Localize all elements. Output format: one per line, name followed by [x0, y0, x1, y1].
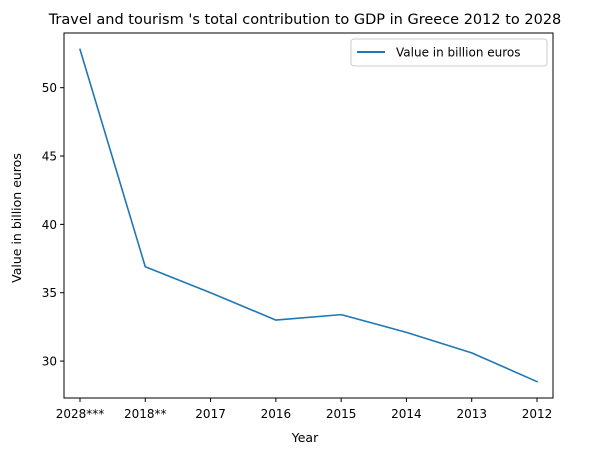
series-line	[79, 48, 539, 383]
plot-area	[63, 32, 554, 399]
x-tick-label: 2017	[195, 407, 226, 421]
data-point	[470, 351, 473, 354]
x-tick-label: 2012	[522, 407, 553, 421]
data-point	[405, 331, 408, 334]
data-point	[209, 291, 212, 294]
legend-label: Value in billion euros	[396, 46, 521, 60]
y-axis: 30 35 40 45 50	[42, 81, 64, 369]
y-tick-label: 45	[42, 150, 57, 164]
x-axis-label: Year	[291, 430, 319, 445]
legend-box	[350, 38, 548, 67]
x-tick-label: 2013	[456, 407, 487, 421]
x-axis: 2028*** 2018** 2017 2016 2015 2014 2013 2012	[56, 398, 553, 421]
legend: Value in billion euros	[350, 38, 548, 67]
data-point	[340, 313, 343, 316]
x-tick-label: 2018**	[124, 407, 167, 421]
x-tick-label: 2016	[261, 407, 292, 421]
y-axis-label: Value in billion euros	[9, 153, 24, 283]
data-point	[535, 380, 538, 383]
data-point	[78, 48, 81, 51]
y-tick-label: 40	[42, 218, 57, 232]
data-point	[144, 265, 147, 268]
data-point	[274, 318, 277, 321]
y-tick-label: 35	[42, 286, 57, 300]
x-tick-label: 2028***	[56, 407, 105, 421]
chart-title: Travel and tourism 's total contribution…	[48, 12, 562, 28]
y-tick-label: 50	[42, 81, 57, 95]
y-tick-label: 30	[42, 355, 57, 369]
series-layer	[78, 48, 539, 383]
x-tick-label: 2015	[326, 407, 357, 421]
x-tick-label: 2014	[391, 407, 422, 421]
